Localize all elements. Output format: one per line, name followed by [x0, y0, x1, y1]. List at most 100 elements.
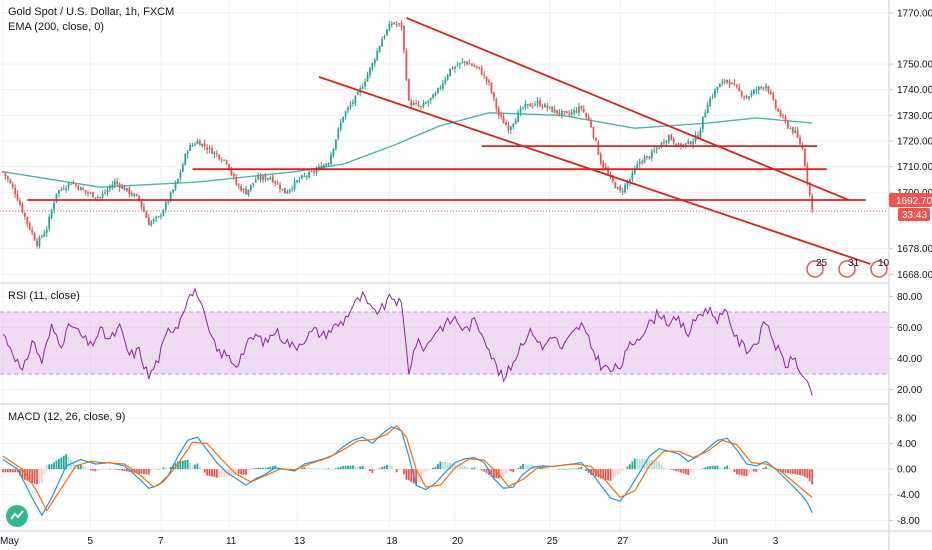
- candle-body: [33, 233, 36, 241]
- candle-body: [806, 165, 809, 182]
- macd-histogram-bar: [417, 469, 420, 482]
- flag-icon: [806, 260, 824, 278]
- macd-histogram-bar: [490, 469, 493, 477]
- macd-histogram-bar: [87, 468, 89, 470]
- rsi-tick-label: 20.00: [897, 385, 922, 396]
- flag-icon: [838, 260, 856, 278]
- macd-histogram-bar: [762, 467, 765, 470]
- candle-body: [561, 111, 563, 115]
- candle-body: [444, 79, 447, 84]
- macd-histogram-bar: [473, 467, 476, 470]
- macd-histogram-bar: [791, 469, 794, 474]
- macd-histogram-bar: [361, 465, 364, 470]
- macd-title[interactable]: MACD (12, 26, close, 9): [8, 411, 126, 423]
- candle-body: [70, 183, 72, 185]
- ema-legend[interactable]: EMA (200, close, 0): [8, 21, 104, 33]
- macd-histogram-bar: [240, 469, 243, 475]
- macd-tick-label: 4.00: [897, 439, 917, 450]
- candle-body: [201, 143, 204, 147]
- macd-histogram-bar: [483, 469, 486, 472]
- event-badges[interactable]: 25 31 10: [806, 258, 890, 278]
- time-tick-label: 25: [547, 536, 559, 547]
- candle-body: [179, 172, 182, 178]
- macd-histogram-bar: [257, 467, 260, 470]
- macd-histogram-bar: [446, 462, 449, 470]
- macd-histogram-bar: [595, 469, 597, 477]
- candle-body: [194, 144, 196, 146]
- macd-histogram-bar: [191, 465, 194, 470]
- macd-histogram-bar: [77, 464, 80, 470]
- macd-histogram-bar: [373, 469, 376, 472]
- macd-histogram-bar: [211, 469, 213, 477]
- candle-body: [213, 152, 216, 155]
- tradingview-logo-icon[interactable]: [6, 505, 28, 527]
- macd-histogram-bar: [269, 466, 272, 470]
- candle-body: [339, 122, 342, 130]
- candle-body: [79, 187, 82, 191]
- macd-histogram-bar: [650, 460, 653, 470]
- macd-histogram-bar: [220, 469, 223, 478]
- macd-histogram-bar: [718, 466, 721, 470]
- macd-histogram-bar: [621, 469, 624, 471]
- candle-body: [665, 141, 668, 143]
- macd-histogram-bar: [23, 469, 26, 480]
- candle-body: [454, 66, 456, 69]
- price-tick-label: 1740.00: [897, 85, 932, 96]
- rsi-legend: RSI (11, close): [8, 289, 80, 304]
- candle-body: [565, 111, 568, 114]
- candle-body: [667, 135, 670, 142]
- rsi-title[interactable]: RSI (11, close): [8, 290, 80, 302]
- rsi-band: [0, 311, 888, 375]
- symbol-title[interactable]: Gold Spot / U.S. Dollar, 1h, FXCM: [8, 6, 175, 18]
- macd-histogram-bar: [454, 463, 456, 470]
- event-badge[interactable]: 31: [838, 258, 860, 278]
- rsi-line: [2, 287, 813, 396]
- candle-body: [529, 103, 532, 107]
- candle-body: [235, 177, 238, 185]
- macd-histogram-bar: [40, 469, 43, 484]
- macd-line: [2, 426, 813, 517]
- trend-line[interactable]: [406, 17, 849, 201]
- macd-histogram-bar: [507, 469, 510, 471]
- candle-body: [748, 96, 750, 99]
- time-tick-label: 11: [226, 536, 237, 547]
- candle-body: [597, 141, 600, 155]
- candle-body: [585, 113, 588, 117]
- macd-histogram-bar: [45, 464, 48, 470]
- candle-body: [398, 23, 400, 25]
- candle-body: [643, 157, 646, 164]
- macd-histogram-bar: [364, 467, 366, 470]
- trend-line[interactable]: [318, 76, 871, 265]
- candle-body: [497, 107, 500, 116]
- macd-tick-label: 0.00: [897, 465, 917, 476]
- macd-histogram-bar: [755, 469, 758, 472]
- macd-histogram-bar: [48, 464, 51, 470]
- candle-body: [762, 87, 765, 89]
- macd-histogram-bar: [242, 469, 245, 475]
- candle-body: [808, 182, 811, 195]
- macd-histogram-bar: [259, 467, 262, 470]
- candle-body: [111, 184, 114, 188]
- price-axis[interactable]: 1668.001678.001700.001710.001720.001730.…: [888, 0, 932, 550]
- macd-histogram-bar: [356, 466, 359, 470]
- macd-histogram-bar: [138, 469, 140, 474]
- candle-body: [62, 188, 65, 190]
- time-axis[interactable]: May 5 7 11 13 18 20 25 27 Jun 3: [0, 530, 932, 547]
- macd-histogram-bar: [206, 469, 209, 476]
- candle-body: [704, 112, 707, 118]
- macd-histogram-bar: [422, 469, 425, 476]
- candle-body: [804, 149, 806, 166]
- candle-body: [733, 82, 736, 85]
- candle-body: [451, 67, 454, 70]
- pane-separators: [0, 282, 932, 405]
- candle-body: [509, 126, 512, 131]
- macd-histogram-bar: [561, 468, 563, 470]
- candle-body: [40, 236, 43, 238]
- event-badge[interactable]: 25: [806, 258, 828, 278]
- trend-lines[interactable]: [0, 17, 888, 265]
- rsi-band-fill: [0, 311, 888, 375]
- candle-body: [463, 61, 466, 63]
- candle-body: [446, 74, 449, 80]
- event-badge[interactable]: 10: [870, 258, 890, 278]
- macd-histogram-bar: [388, 465, 391, 470]
